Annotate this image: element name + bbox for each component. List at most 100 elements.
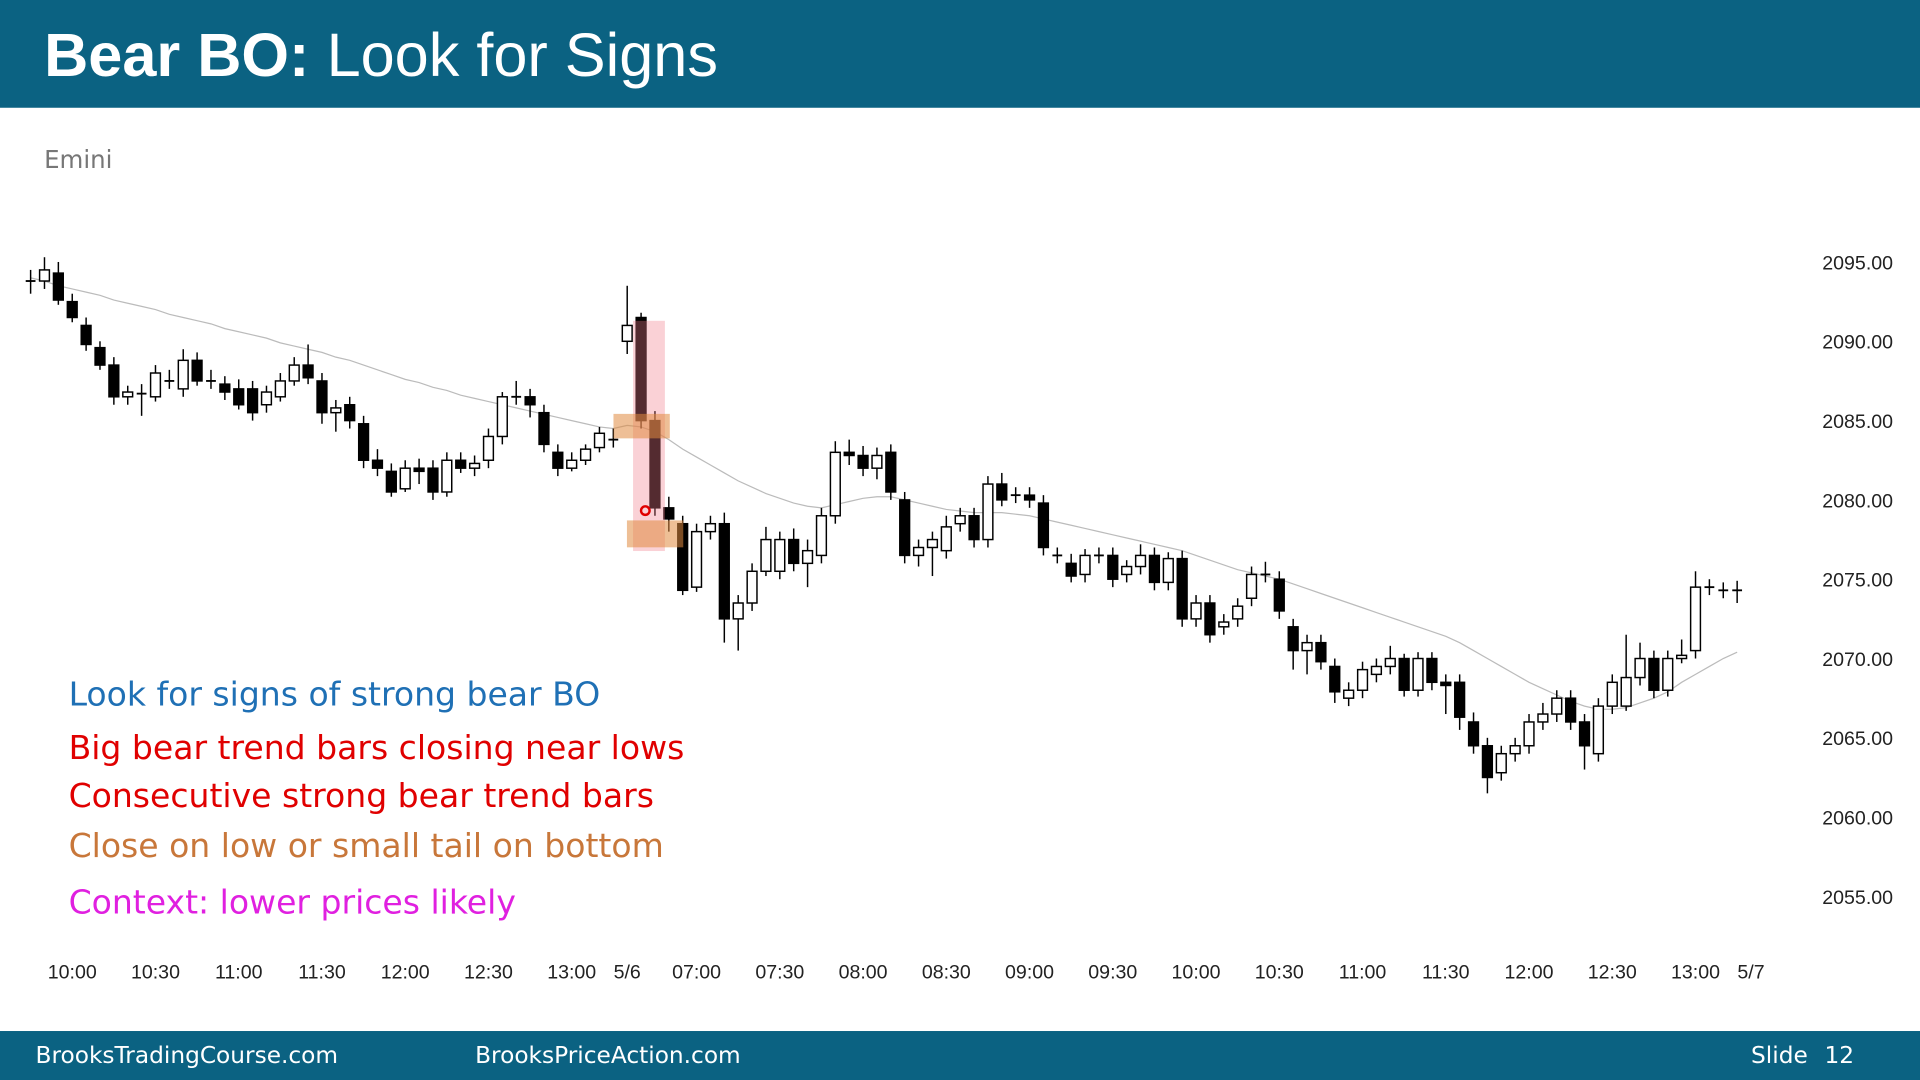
candle-body — [427, 467, 439, 493]
annotation: Close on low or small tail on bottom — [69, 826, 664, 865]
candle-body — [1620, 676, 1632, 707]
candle-body — [982, 483, 994, 541]
candle-body — [1578, 721, 1591, 747]
candle-body — [385, 470, 397, 493]
candle-body — [52, 272, 64, 301]
candle-body — [1273, 578, 1285, 612]
x-tick-label: 11:00 — [1339, 961, 1387, 983]
x-tick-label: 12:30 — [464, 961, 513, 983]
candle-body — [1287, 626, 1299, 652]
x-tick-label: 08:30 — [922, 961, 971, 983]
candle-body — [1037, 502, 1050, 549]
footer-bar — [0, 1031, 1920, 1080]
candle-body — [288, 364, 300, 382]
footer-center: BrooksPriceAction.com — [475, 1042, 741, 1069]
candle-body — [1454, 681, 1466, 718]
candle-body — [1509, 745, 1521, 755]
candle-body — [1689, 586, 1702, 652]
x-tick-label: 11:30 — [1422, 961, 1470, 983]
candle-body — [233, 388, 245, 406]
candle-body — [108, 364, 120, 398]
candle-body — [1495, 752, 1507, 774]
x-tick-label: 5/6 — [614, 961, 641, 983]
x-tick-label: 10:00 — [48, 961, 97, 983]
candle-body — [1523, 721, 1535, 747]
candle-body — [1107, 554, 1119, 580]
candle-body — [788, 538, 800, 565]
x-tick-label: 13:00 — [1671, 961, 1720, 983]
candle-body — [302, 364, 314, 379]
candle-body — [1065, 562, 1077, 577]
candle-body — [885, 451, 897, 493]
candle-body — [482, 435, 495, 461]
candle-body — [857, 454, 869, 469]
candle-body — [1676, 654, 1688, 660]
candle-body — [1148, 554, 1161, 584]
candle-body — [899, 499, 911, 557]
candle-body — [274, 380, 286, 398]
candle-body — [1232, 605, 1244, 620]
candle-body — [704, 522, 717, 533]
candle-body — [219, 383, 231, 393]
candle-body — [191, 359, 203, 382]
candle-body — [441, 459, 453, 493]
candle-body — [1079, 554, 1091, 576]
candle-body — [843, 451, 855, 457]
candle-body — [926, 538, 939, 549]
x-tick-label: 07:00 — [672, 961, 721, 983]
candle-body — [1370, 665, 1383, 676]
candle-body — [1356, 668, 1369, 691]
y-tick-label: 2075.00 — [1822, 570, 1893, 592]
candle-body — [1592, 705, 1605, 755]
candle-body — [871, 454, 883, 469]
candle-body — [1648, 657, 1660, 691]
candle-body — [912, 546, 925, 557]
candle-body — [316, 380, 328, 414]
candle-body — [1134, 554, 1147, 568]
footer-left: BrooksTradingCourse.com — [36, 1042, 339, 1069]
candle-body — [1162, 557, 1174, 584]
candle-body — [1565, 697, 1577, 723]
candle-body — [593, 432, 606, 449]
candle-body — [1343, 689, 1355, 699]
x-tick-label: 10:30 — [131, 961, 180, 983]
candle-body — [940, 526, 952, 552]
y-tick-label: 2080.00 — [1822, 490, 1893, 512]
candle-body — [1551, 697, 1563, 715]
y-tick-label: 2070.00 — [1822, 649, 1893, 671]
candle-body — [1426, 657, 1438, 684]
candle-body — [524, 396, 536, 406]
slide-number: 12 — [1824, 1042, 1854, 1069]
candle-body — [66, 300, 78, 319]
candle-body — [371, 459, 384, 469]
candle-body — [1662, 657, 1674, 691]
candle-body — [330, 407, 342, 414]
candle-body — [1176, 557, 1188, 620]
y-tick-label: 2055.00 — [1822, 887, 1893, 909]
candle-body — [968, 515, 980, 541]
candle-body — [621, 324, 633, 343]
annotation: Context: lower prices likely — [69, 882, 516, 921]
x-tick-label: 10:00 — [1172, 961, 1221, 983]
candle-body — [732, 602, 744, 620]
x-tick-label: 07:30 — [755, 961, 804, 983]
x-tick-label: 12:30 — [1588, 961, 1637, 983]
candle-body — [94, 346, 106, 366]
y-tick-label: 2085.00 — [1822, 411, 1893, 433]
candle-body — [579, 448, 592, 461]
candle-body — [1301, 641, 1313, 652]
candle-body — [690, 530, 703, 588]
candle-body — [1218, 621, 1230, 628]
candle-body — [718, 522, 730, 620]
x-tick-label: 09:00 — [1005, 961, 1054, 983]
title-bold: Bear BO: — [44, 21, 309, 89]
candle-body — [663, 507, 675, 520]
x-tick-label: 11:00 — [215, 961, 263, 983]
candle-body — [455, 459, 467, 469]
candle-body — [1412, 657, 1424, 691]
candle-body — [954, 515, 966, 525]
candle-body — [38, 269, 51, 282]
candle-body — [1634, 657, 1646, 679]
header-bar — [0, 0, 1920, 108]
